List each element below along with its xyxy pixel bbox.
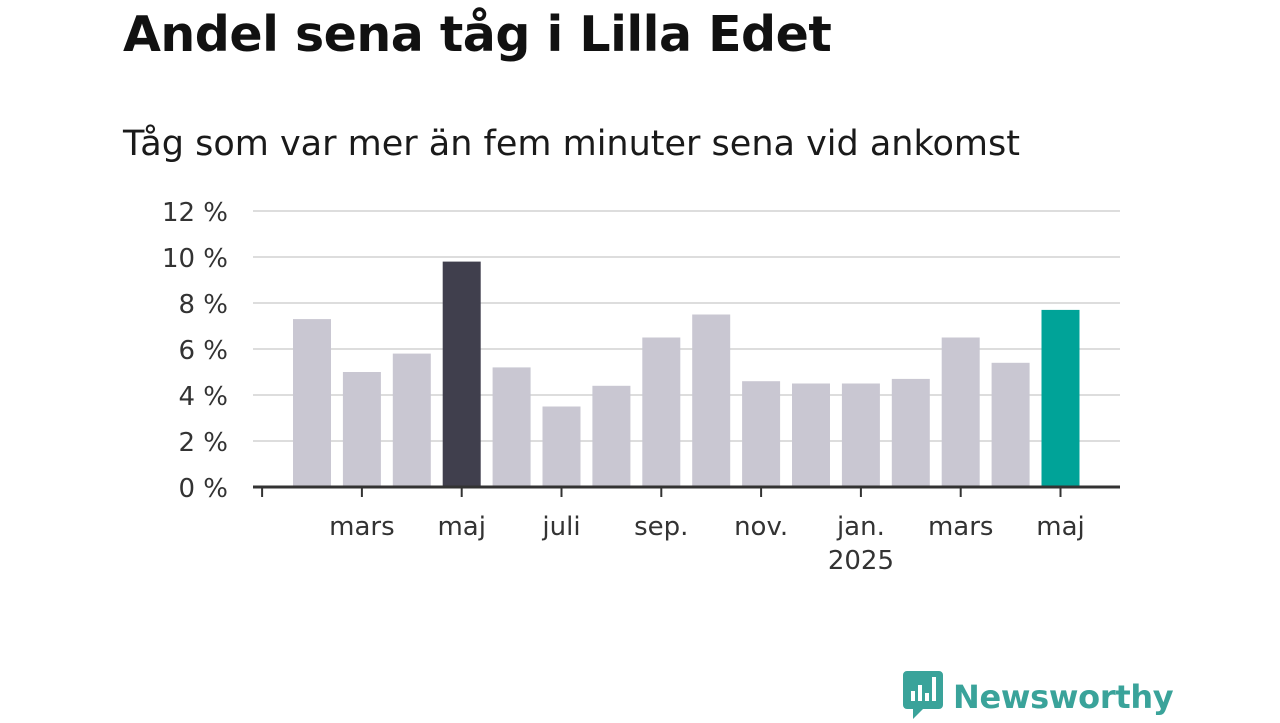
bar-2024-08 bbox=[592, 385, 631, 487]
y-tick-label: 10 % bbox=[162, 244, 228, 274]
bar-2025-04 bbox=[991, 362, 1030, 487]
y-axis-labels: 0 % 2 % 4 % 6 % 8 % 10 % 12 % bbox=[162, 198, 228, 504]
chart-subtitle: Tåg som var mer än fem minuter sena vid … bbox=[123, 124, 1020, 164]
x-tick-label: juli bbox=[541, 512, 580, 542]
bar-2024-03 bbox=[342, 372, 381, 487]
x-tick-label: mars bbox=[928, 512, 994, 542]
bar-2024-06 bbox=[492, 367, 531, 487]
bar-2025-02 bbox=[891, 378, 930, 487]
x-axis bbox=[253, 485, 1120, 497]
x-axis-labels: mars maj juli sep. nov. jan. 2025 mars maj bbox=[329, 512, 1085, 576]
y-tick-label: 8 % bbox=[178, 290, 228, 320]
bar-2024-11 bbox=[742, 381, 781, 487]
x-tick-label: mars bbox=[329, 512, 395, 542]
bar-chart: 0 % 2 % 4 % 6 % 8 % 10 % 12 % mars maj juli sep. n… bbox=[162, 198, 1120, 576]
chart-title: Andel sena tåg i Lilla Edet bbox=[123, 6, 832, 63]
bar-2024-04 bbox=[392, 353, 431, 487]
bar-2024-02 bbox=[293, 319, 331, 487]
brand-name: Newsworthy bbox=[953, 678, 1174, 716]
bar-2024-09 bbox=[642, 337, 681, 487]
y-tick-label: 0 % bbox=[178, 474, 228, 504]
bars bbox=[293, 261, 1080, 487]
y-tick-label: 2 % bbox=[178, 428, 228, 458]
gridlines bbox=[253, 210, 1120, 442]
y-tick-label: 12 % bbox=[162, 198, 228, 228]
x-tick-label: nov. bbox=[734, 512, 788, 542]
bar-2024-07 bbox=[542, 406, 581, 487]
x-tick-label: jan. bbox=[836, 512, 885, 542]
y-tick-label: 4 % bbox=[178, 382, 228, 412]
bar-2024-05 bbox=[442, 261, 481, 487]
bar-2024-10 bbox=[692, 314, 731, 487]
newsworthy-brand[interactable]: Newsworthy bbox=[903, 671, 1174, 723]
bar-2025-03 bbox=[941, 337, 980, 487]
x-tick-label: maj bbox=[437, 512, 485, 542]
y-tick-label: 6 % bbox=[178, 336, 228, 366]
bar-2025-01 bbox=[841, 383, 880, 487]
newsworthy-logo-icon bbox=[903, 671, 943, 723]
bar-2025-05 bbox=[1041, 309, 1080, 487]
x-tick-year-label: 2025 bbox=[828, 546, 894, 576]
x-tick-label: sep. bbox=[634, 512, 688, 542]
bar-2024-12 bbox=[792, 383, 830, 487]
x-tick-label: maj bbox=[1036, 512, 1084, 542]
